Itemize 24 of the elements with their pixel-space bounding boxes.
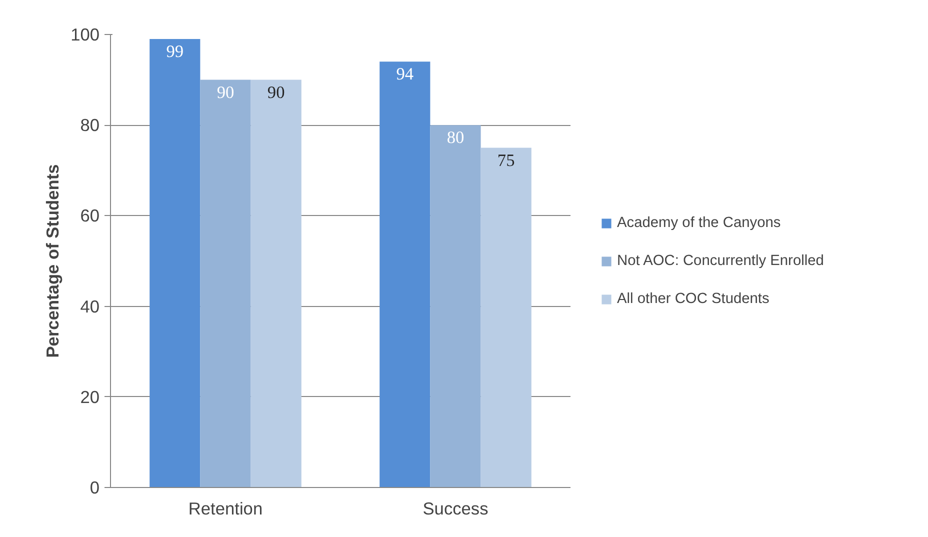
bar [200, 80, 251, 488]
bar [150, 39, 200, 488]
data-label: 80 [446, 128, 464, 148]
y-tick-label: 80 [80, 115, 100, 136]
y-tick-label: 0 [90, 478, 100, 498]
legend-label: Not AOC: Concurrently Enrolled [617, 252, 824, 268]
data-label: 75 [497, 150, 515, 170]
y-tick-label: 60 [80, 206, 100, 226]
legend-label: All other COC Students [617, 290, 770, 306]
y-tick-label: 40 [80, 296, 100, 316]
data-label: 94 [396, 64, 414, 84]
data-label: 90 [216, 82, 234, 102]
legend-label: Academy of the Canyons [617, 214, 781, 230]
data-label: 99 [166, 42, 184, 62]
y-axis-title: Percentage of Students [42, 164, 63, 358]
y-tick-label: 20 [80, 386, 100, 407]
bar [430, 125, 481, 488]
data-label: 90 [267, 82, 285, 102]
bar [480, 148, 532, 488]
x-tick-label: Success [422, 498, 489, 518]
x-tick-label: Retention [188, 498, 263, 518]
bar [380, 62, 430, 488]
bar [250, 80, 302, 488]
y-tick-label: 100 [70, 24, 100, 44]
